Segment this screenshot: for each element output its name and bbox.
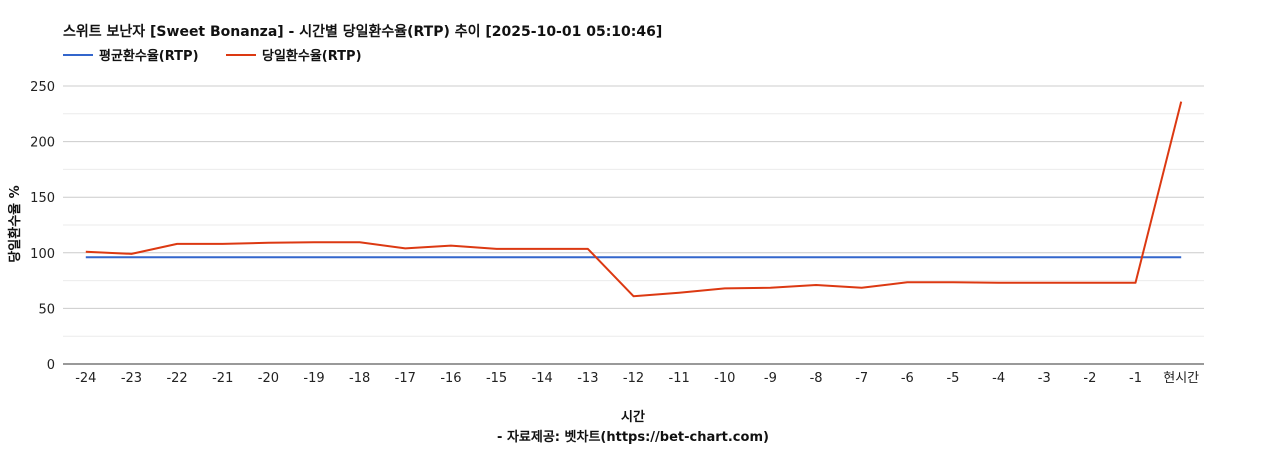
y-tick-label: 150 (30, 191, 55, 206)
x-tick-label: -17 (395, 371, 416, 386)
x-tick-label: -4 (992, 371, 1005, 386)
x-tick-label: -16 (440, 371, 461, 386)
x-tick-label: -6 (901, 371, 914, 386)
x-tick-label: -24 (75, 371, 96, 386)
x-tick-label: -12 (623, 371, 644, 386)
x-tick-label: -20 (258, 371, 279, 386)
legend-label-daily: 당일환수율(RTP) (262, 48, 362, 64)
y-tick-label: 200 (30, 136, 55, 151)
y-tick-label: 0 (47, 358, 55, 373)
x-tick-label: -9 (764, 371, 777, 386)
y-tick-label: 50 (38, 302, 55, 317)
y-axis-ticks: 0 50 100 150 200 250 (30, 80, 55, 373)
x-tick-label: -21 (212, 371, 233, 386)
series-lines (85, 101, 1183, 298)
x-axis-ticks: -24 -23 -22 -21 -20 -19 -18 -17 -16 -15 -14 -13 -12 -… (75, 371, 1199, 386)
x-tick-label: -23 (121, 371, 142, 386)
gridlines (63, 85, 1204, 365)
x-tick-label: -7 (855, 371, 868, 386)
x-tick-label: -15 (486, 371, 507, 386)
series-line-daily-rtp (85, 101, 1183, 298)
y-axis-title: 당일환수율 % (7, 185, 23, 262)
legend: 평균환수율(RTP) 당일환수율(RTP) (63, 48, 362, 64)
x-tick-label: -19 (303, 371, 324, 386)
x-tick-label: -13 (577, 371, 598, 386)
x-tick-label: -1 (1129, 371, 1142, 386)
legend-label-avg: 평균환수율(RTP) (99, 48, 199, 64)
x-tick-label: 현시간 (1163, 371, 1199, 386)
x-tick-label: -11 (669, 371, 690, 386)
x-tick-label: -14 (532, 371, 553, 386)
x-tick-label: -10 (714, 371, 735, 386)
chart-title: 스위트 보난자 [Sweet Bonanza] - 시간별 당일환수율(RTP)… (63, 23, 662, 40)
x-axis-title: 시간 (621, 409, 645, 425)
x-tick-label: -22 (166, 371, 187, 386)
source-credit: - 자료제공: 벳차트(https://bet-chart.com) (497, 429, 769, 445)
y-tick-label: 250 (30, 80, 55, 95)
x-tick-label: -3 (1038, 371, 1051, 386)
x-tick-label: -2 (1083, 371, 1096, 386)
x-tick-label: -5 (946, 371, 959, 386)
y-tick-label: 100 (30, 247, 55, 262)
x-tick-label: -18 (349, 371, 370, 386)
x-tick-label: -8 (810, 371, 823, 386)
